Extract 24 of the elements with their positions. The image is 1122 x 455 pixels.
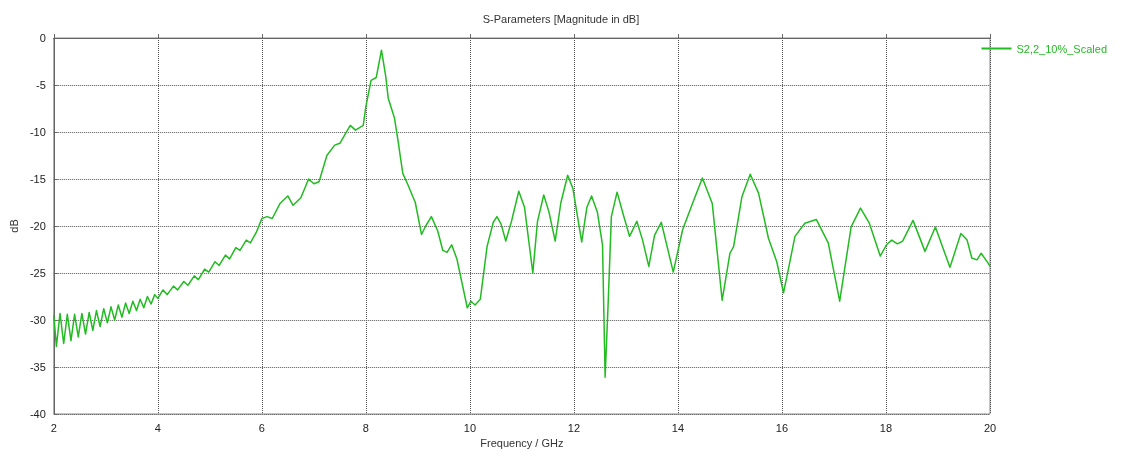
x-tick-label: 8 (362, 421, 369, 434)
x-tick-label: 6 (258, 421, 265, 434)
x-tick-label: 10 (463, 421, 477, 434)
y-tick-label: -15 (29, 173, 46, 185)
chart-title: S-Parameters [Magnitude in dB] (482, 12, 640, 25)
x-tick-label: 14 (671, 421, 685, 434)
legend-label: S2,2_10%_Scaled (1016, 42, 1107, 55)
x-tick-label: 20 (983, 421, 997, 434)
y-tick-label: -35 (29, 361, 46, 373)
x-tick-label: 2 (50, 421, 57, 434)
y-tick-label: 0 (39, 32, 46, 44)
x-tick-label: 18 (879, 421, 893, 434)
y-tick-label: -20 (29, 220, 46, 232)
x-axis-title: Frequency / GHz (480, 437, 564, 450)
line-series (53, 49, 991, 379)
x-tick-label: 4 (154, 421, 161, 434)
y-axis-title: dB (7, 219, 20, 233)
x-tick-label: 16 (775, 421, 789, 434)
x-tick-label: 12 (567, 421, 581, 434)
y-tick-label: -10 (29, 126, 46, 138)
y-tick-label: -30 (29, 314, 46, 326)
y-tick-label: -25 (29, 267, 46, 279)
y-tick-label: -40 (29, 408, 46, 420)
y-tick-label: -5 (36, 79, 46, 91)
